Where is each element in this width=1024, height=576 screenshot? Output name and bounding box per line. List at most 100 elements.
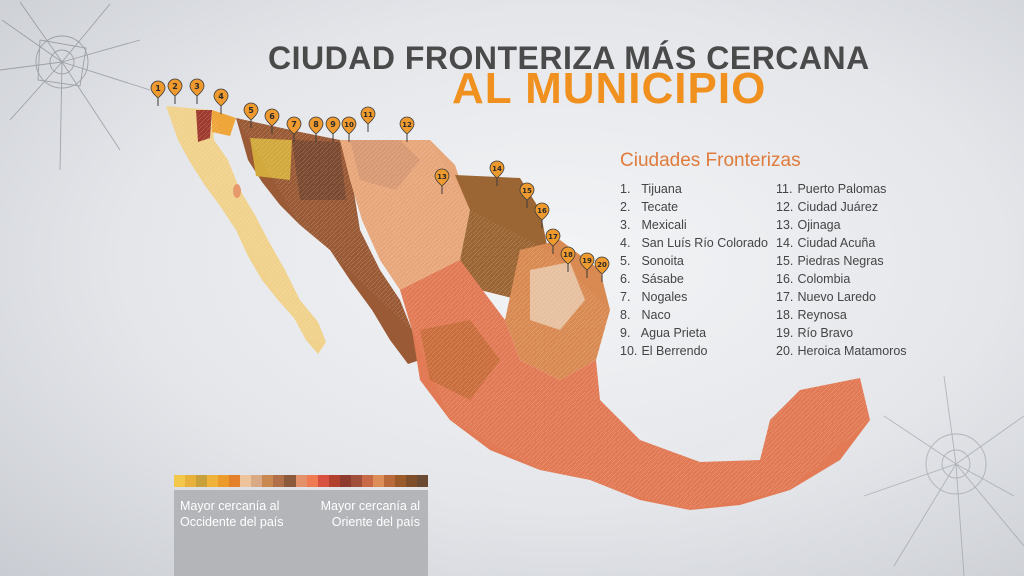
color-scale-swatch (174, 475, 185, 487)
border-city-number: 8. (620, 306, 638, 324)
border-city-item: 4. San Luís Río Colorado (620, 234, 768, 252)
border-city-item: 15. Piedras Negras (776, 252, 907, 270)
color-scale-swatch (395, 475, 406, 487)
border-city-item: 2. Tecate (620, 198, 768, 216)
marker-label: 18 (563, 251, 573, 259)
border-city-marker: 11 (361, 107, 375, 132)
color-scale-swatch (185, 475, 196, 487)
marker-label: 15 (522, 187, 532, 195)
color-scale-swatch (384, 475, 395, 487)
border-city-number: 3. (620, 216, 638, 234)
border-city-name: Sonoita (638, 254, 684, 268)
scale-east-label: Mayor cercanía al Oriente del país (310, 498, 420, 530)
color-scale-swatch (207, 475, 218, 487)
marker-label: 3 (194, 82, 200, 91)
marker-label: 8 (313, 120, 319, 129)
marker-label: 17 (548, 233, 558, 241)
border-city-number: 19. (776, 324, 794, 342)
border-city-name: Río Bravo (794, 326, 853, 340)
border-city-number: 10. (620, 342, 638, 360)
border-city-item: 13. Ojinaga (776, 216, 907, 234)
marker-label: 11 (363, 111, 373, 119)
border-city-item: 19. Río Bravo (776, 324, 907, 342)
border-city-item: 14. Ciudad Acuña (776, 234, 907, 252)
color-scale-swatch (340, 475, 351, 487)
border-city-item: 8. Naco (620, 306, 768, 324)
color-scale-swatch (284, 475, 295, 487)
color-scale-swatch (362, 475, 373, 487)
marker-label: 2 (172, 82, 178, 91)
color-scale-swatch (417, 475, 428, 487)
legend-heading: Ciudades Fronterizas (620, 150, 801, 172)
marker-label: 12 (402, 121, 412, 129)
scale-legend-box: Mayor cercanía al Occidente del país May… (174, 490, 428, 576)
border-city-name: Ciudad Juárez (794, 200, 878, 214)
border-city-number: 2. (620, 198, 638, 216)
scale-west-label: Mayor cercanía al Occidente del país (180, 498, 290, 530)
border-city-name: Mexicali (638, 218, 687, 232)
marker-label: 7 (291, 120, 297, 129)
marker-label: 13 (437, 173, 447, 181)
border-city-item: 10. El Berrendo (620, 342, 768, 360)
border-city-number: 18. (776, 306, 794, 324)
border-city-number: 9. (620, 324, 638, 342)
border-city-item: 18. Reynosa (776, 306, 907, 324)
border-city-number: 11. (776, 180, 794, 198)
border-city-name: Heroica Matamoros (794, 344, 907, 358)
border-city-item: 17. Nuevo Laredo (776, 288, 907, 306)
border-city-name: Tijuana (638, 182, 682, 196)
border-city-item: 16. Colombia (776, 270, 907, 288)
border-city-number: 6. (620, 270, 638, 288)
marker-label: 14 (492, 165, 502, 173)
border-city-item: 9. Agua Prieta (620, 324, 768, 342)
color-scale-swatch (296, 475, 307, 487)
border-city-list-left: 1. Tijuana 2. Tecate 3. Mexicali 4. San Luí… (620, 180, 768, 360)
border-city-list-right: 11. Puerto Palomas 12. Ciudad Juárez 13. O… (776, 180, 907, 360)
color-scale-swatch (373, 475, 384, 487)
border-city-number: 13. (776, 216, 794, 234)
marker-label: 20 (597, 261, 607, 269)
border-city-marker: 2 (168, 79, 182, 104)
border-city-item: 12. Ciudad Juárez (776, 198, 907, 216)
border-city-name: Nogales (638, 290, 687, 304)
border-city-name: Sásabe (638, 272, 684, 286)
color-scale-swatch (351, 475, 362, 487)
marker-label: 16 (537, 207, 547, 215)
border-city-item: 3. Mexicali (620, 216, 768, 234)
marker-label: 6 (269, 112, 275, 121)
color-scale-swatch (196, 475, 207, 487)
border-city-item: 6. Sásabe (620, 270, 768, 288)
border-city-name: Nuevo Laredo (794, 290, 876, 304)
marker-label: 5 (248, 106, 254, 115)
color-scale-bar (174, 475, 428, 487)
border-city-name: Naco (638, 308, 671, 322)
color-scale-swatch (329, 475, 340, 487)
border-city-marker: 4 (214, 89, 228, 114)
color-scale-swatch (218, 475, 229, 487)
border-city-item: 1. Tijuana (620, 180, 768, 198)
marker-label: 19 (582, 257, 592, 265)
color-scale-swatch (262, 475, 273, 487)
border-city-item: 20. Heroica Matamoros (776, 342, 907, 360)
marker-label: 10 (344, 121, 354, 129)
border-city-name: Ojinaga (794, 218, 841, 232)
color-scale-swatch (307, 475, 318, 487)
border-city-number: 16. (776, 270, 794, 288)
border-city-number: 1. (620, 180, 638, 198)
border-city-name: Piedras Negras (794, 254, 884, 268)
marker-label: 9 (330, 120, 336, 129)
marker-label: 4 (218, 92, 224, 101)
border-city-marker: 3 (190, 79, 204, 104)
border-city-marker: 1 (151, 81, 165, 106)
border-city-name: San Luís Río Colorado (638, 236, 768, 250)
border-city-name: Tecate (638, 200, 678, 214)
border-city-number: 20. (776, 342, 794, 360)
marker-label: 1 (155, 84, 161, 93)
border-city-name: El Berrendo (638, 344, 707, 358)
border-city-number: 7. (620, 288, 638, 306)
color-scale-swatch (229, 475, 240, 487)
color-scale-swatch (273, 475, 284, 487)
border-city-name: Reynosa (794, 308, 847, 322)
color-scale-swatch (406, 475, 417, 487)
border-city-number: 17. (776, 288, 794, 306)
